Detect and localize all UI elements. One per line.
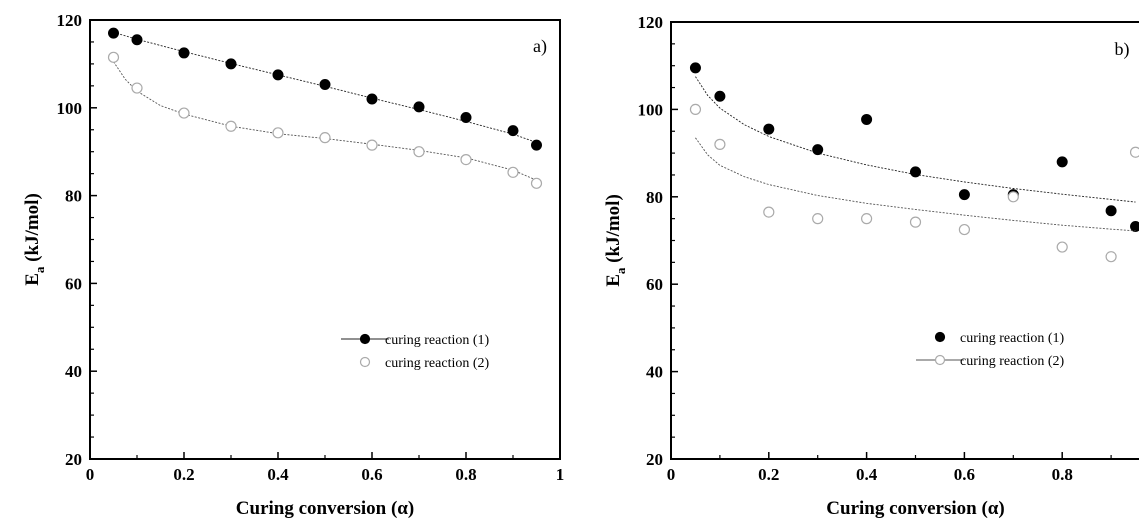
panel-a-x-tick-label: 1 <box>556 465 565 484</box>
panel-a-series-2-point <box>131 82 143 94</box>
panel-b-y-axis-units: (kJ/mol) <box>603 194 624 267</box>
panel-b-series-2-point <box>714 138 726 150</box>
panel-a-series-1-point <box>366 93 378 105</box>
panel-a-y-tick-label: 60 <box>65 274 82 293</box>
panel-a-series-1-point <box>507 125 519 137</box>
panel-b-y-axis-subscript: a <box>613 267 628 274</box>
panel-a-series-1-point <box>272 69 284 81</box>
panel-a-y-tick-label: 80 <box>65 187 82 206</box>
panel-a-series-2-point <box>225 120 237 132</box>
panel-a-series-2-point <box>107 51 120 63</box>
panel-b-x-tick-label: 0 <box>667 465 676 484</box>
panel-b-y-tick-label: 60 <box>646 275 663 294</box>
panel-b-series-1-point <box>1130 221 1139 233</box>
panel-a-series-1-point <box>225 58 237 70</box>
panel-a-series-1-point <box>108 27 119 39</box>
panel-b-series-1-point <box>812 144 824 156</box>
panel-b-series-2-point <box>1056 241 1068 253</box>
panel-a-series-1-point <box>178 47 190 59</box>
panel-a-x-axis-title: Curing conversion (α) <box>236 498 414 519</box>
panel-b-legend-marker-1 <box>934 331 946 343</box>
panel-a-legend-label-2: curing reaction (2) <box>385 356 490 371</box>
panel-a-series-2-point <box>178 107 190 119</box>
panel-b-series-1-point <box>861 113 873 125</box>
panel-b-legend-marker-2 <box>934 354 946 366</box>
panel-b-series-2-point <box>909 216 922 228</box>
panel-b-y-tick-label: 100 <box>638 100 664 119</box>
panel-b-series-2-point <box>1007 191 1019 203</box>
panel-b-x-tick-label: 0.8 <box>1052 465 1073 484</box>
panel-b-y-axis-symbol: E <box>603 274 624 287</box>
panel-b-x-tick-label: 0.2 <box>758 465 779 484</box>
panel-a-series-2-point <box>413 146 425 158</box>
panel-a-series-1-point <box>319 79 331 91</box>
panel-a-y-tick-label: 120 <box>57 11 83 30</box>
panel-a-series-1-point <box>131 34 143 46</box>
panel-b-series-2-point <box>763 206 775 218</box>
panel-a-x-tick-label: 0 <box>86 465 95 484</box>
panel-a-y-tick-label: 40 <box>65 362 82 381</box>
panel-b-series-1-point <box>714 90 726 102</box>
panel-a-y-tick-label: 100 <box>57 99 83 118</box>
panel-b-y-tick-label: 20 <box>646 450 663 469</box>
panel-b-x-axis-title: Curing conversion (α) <box>826 498 1004 519</box>
panel-b-y-tick-label: 80 <box>646 188 663 207</box>
panel-b-series-1-point <box>1105 205 1117 217</box>
panel-b-panel-label: b) <box>1115 39 1130 60</box>
panel-a-x-tick-label: 0.8 <box>455 465 476 484</box>
panel-a-series-2-point <box>460 154 472 166</box>
panel-a-x-tick-label: 0.4 <box>267 465 289 484</box>
panel-b-series-1-point <box>1056 156 1068 168</box>
panel-a-y-axis-subscript: a <box>32 266 47 273</box>
panel-a-x-tick-label: 0.6 <box>361 465 382 484</box>
panel-a-series-2-point <box>507 166 519 178</box>
panel-a-series-1-point <box>460 111 472 123</box>
panel-a-series-1-point <box>413 101 425 113</box>
panel-b-series-2-point <box>1129 146 1139 158</box>
panel-a-series-2-point <box>319 132 331 144</box>
panel-b-y-tick-label: 120 <box>638 13 664 32</box>
panel-b-series-1-point <box>763 123 775 135</box>
panel-a-x-tick-label: 0.2 <box>173 465 194 484</box>
panel-a-y-axis-units: (kJ/mol) <box>22 193 43 266</box>
panel-a-legend-marker-2 <box>359 356 371 368</box>
panel-b-legend-label-1: curing reaction (1) <box>960 331 1065 346</box>
panel-a-panel-label: a) <box>533 36 547 57</box>
panel-b-series-2-point <box>689 103 702 116</box>
panel-b-plot-frame <box>670 21 1139 460</box>
panel-b-y-tick-label: 40 <box>646 363 663 382</box>
panel-a-series-2-point <box>272 127 284 139</box>
panel-b-series-1-point <box>910 166 921 178</box>
panel-b-series-2-point <box>958 223 970 236</box>
panel-a-y-tick-label: 20 <box>65 450 82 469</box>
panel-b-y-axis-title: Ea (kJ/mol) <box>603 194 628 287</box>
panel-a-y-axis-symbol: E <box>22 273 43 286</box>
panel-b-x-tick-label: 0.4 <box>856 465 878 484</box>
panel-b-series-2-point <box>861 213 873 225</box>
panel-a-series-1-point <box>531 139 542 151</box>
panel-b-legend-label-2: curing reaction (2) <box>960 354 1065 369</box>
panel-a-legend-marker-1 <box>359 333 371 345</box>
panel-a-legend-label-1: curing reaction (1) <box>385 333 490 348</box>
panel-b-series-2-point <box>1105 251 1117 263</box>
panel-b-series-1-fit-line <box>695 76 1136 203</box>
panel-b-series-1-point <box>958 189 970 201</box>
panel-b-series-2-fit-line <box>695 137 1136 232</box>
panel-b-x-tick-label: 0.6 <box>954 465 975 484</box>
panel-a-series-2-point <box>530 177 543 189</box>
panel-b-series-1-point <box>689 62 701 74</box>
panel-a-y-axis-title: Ea (kJ/mol) <box>22 193 47 286</box>
panel-b-series-2-point <box>812 213 824 225</box>
panel-a-series-2-point <box>366 139 378 151</box>
